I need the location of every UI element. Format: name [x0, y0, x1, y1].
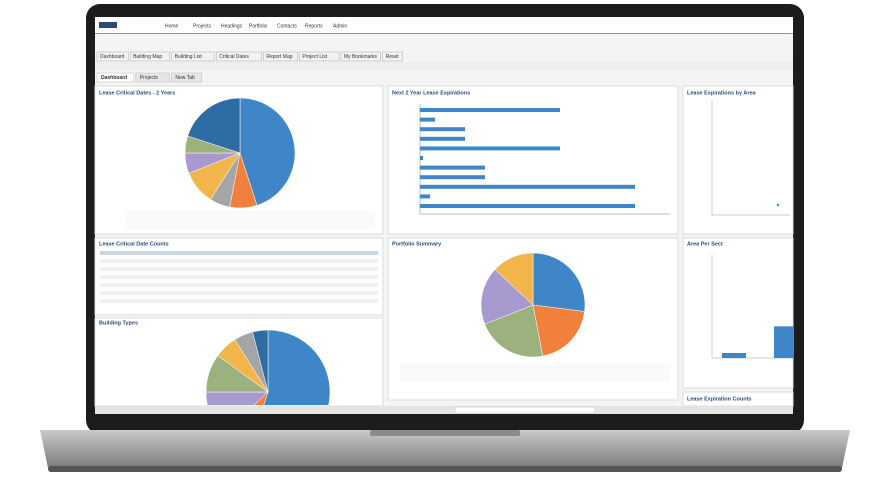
bar — [420, 108, 560, 112]
nav-item[interactable]: Home — [165, 23, 179, 29]
base-edge — [48, 466, 842, 472]
panel — [682, 237, 794, 389]
nav-item[interactable]: Contacts — [277, 23, 297, 29]
toolbar-label[interactable]: Dashboard — [100, 54, 125, 60]
toolbar-button[interactable] — [382, 51, 403, 62]
bar — [420, 165, 485, 170]
nav-item[interactable]: Headings — [221, 23, 243, 29]
nav-item[interactable]: Portfolio — [249, 23, 268, 29]
pie-slice — [263, 329, 331, 405]
nav-item[interactable]: Projects — [193, 23, 212, 29]
toolbar-label[interactable]: Critical Dates — [219, 54, 249, 60]
tab-label[interactable]: Dashboard — [101, 75, 127, 81]
toolbar-label[interactable]: Building Map — [133, 54, 162, 60]
bar — [420, 204, 635, 208]
laptop-base — [40, 430, 850, 468]
pie-slice — [532, 252, 586, 312]
bar — [722, 353, 746, 358]
point — [776, 203, 780, 207]
toolbar-button[interactable] — [263, 51, 298, 62]
bar — [420, 175, 485, 180]
pie-slice — [484, 304, 544, 358]
pie-slice — [252, 329, 269, 393]
toolbar-label[interactable]: My Bookmarks — [344, 54, 378, 60]
nav-item[interactable]: Admin — [333, 23, 347, 29]
toolbar-label[interactable]: Project List — [302, 54, 327, 60]
nav-item[interactable]: Reports — [305, 23, 323, 29]
pie-slice — [480, 269, 534, 325]
bar — [420, 194, 430, 199]
bar — [420, 117, 435, 122]
toolbar-button[interactable] — [215, 51, 262, 62]
bar — [420, 156, 423, 160]
status-bar — [95, 406, 793, 414]
pie-slice — [494, 252, 534, 306]
search-box[interactable] — [454, 406, 596, 414]
panel-title: Portfolio Summary — [392, 241, 442, 247]
panel — [682, 85, 794, 235]
logo — [99, 22, 117, 28]
panel-title: Lease Expirations by Area — [687, 90, 757, 96]
toolbar-button[interactable] — [340, 51, 381, 62]
bar — [420, 146, 560, 151]
toolbar-label[interactable]: Report Map — [266, 54, 292, 60]
toolbar-button[interactable] — [299, 51, 340, 62]
tab-label[interactable]: New Tab — [175, 75, 195, 81]
panel-title: Lease Expiration Counts — [687, 396, 752, 402]
toolbar-label[interactable]: Building List — [175, 54, 203, 60]
toolbar-button[interactable] — [129, 51, 171, 62]
tab[interactable] — [135, 72, 170, 83]
toolbar-button[interactable] — [171, 51, 215, 62]
legend — [125, 210, 375, 230]
legend — [400, 364, 670, 382]
filter-row — [95, 62, 793, 70]
pie-slice — [187, 97, 241, 154]
clipped-chart — [205, 329, 331, 405]
tab[interactable] — [96, 72, 135, 83]
header-rule — [95, 33, 793, 34]
panel-title: Area Per Sect — [687, 241, 723, 247]
hinge-notch — [370, 430, 520, 436]
toolbar-label[interactable]: Reset — [386, 54, 400, 60]
app-header — [95, 17, 793, 33]
tab-label[interactable]: Projects — [140, 75, 159, 81]
panel-title: Next 2 Year Lease Expirations — [392, 90, 470, 96]
toolbar-button[interactable] — [96, 51, 129, 62]
panel-title: Lease Critical Date Counts — [99, 241, 169, 247]
pie-slice — [532, 304, 585, 357]
bar — [420, 127, 465, 132]
bar — [420, 184, 635, 189]
table — [100, 251, 378, 303]
pie-slice — [239, 97, 296, 206]
bar — [420, 136, 465, 141]
tab[interactable] — [171, 72, 203, 83]
bar — [774, 326, 793, 358]
panel-title: Building Types — [99, 320, 138, 326]
panel-title: Lease Critical Dates - 2 Years — [99, 90, 175, 96]
